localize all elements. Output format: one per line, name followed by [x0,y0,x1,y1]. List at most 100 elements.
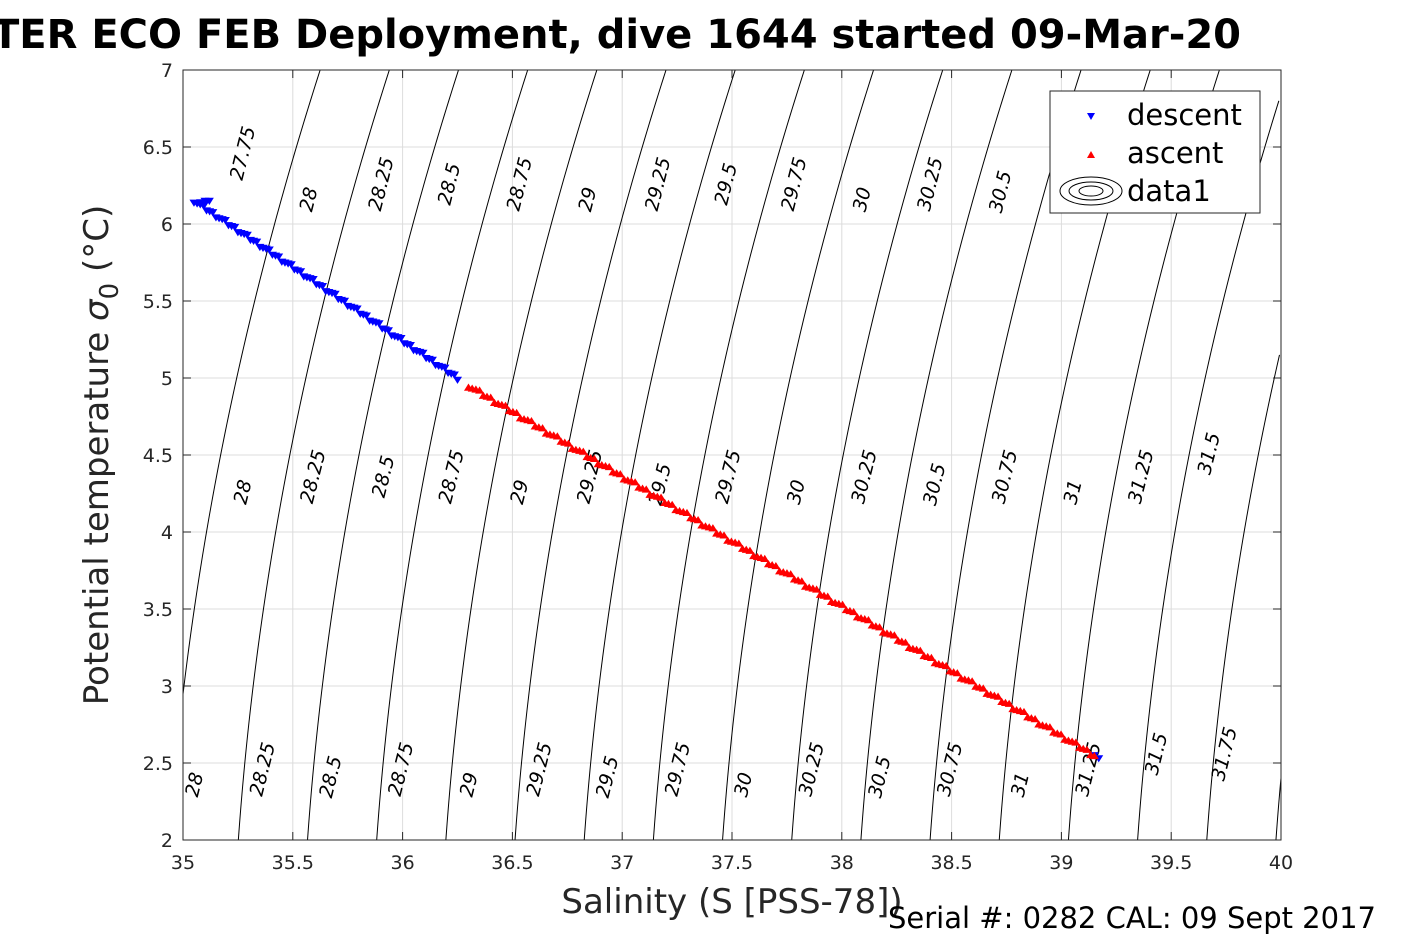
ascent-point [563,439,573,447]
descent-point [264,246,274,254]
ascent-point [926,653,936,661]
ascent-point [941,661,951,670]
y-axis-label: Potential temperature σ0 (°C) [77,205,125,705]
ascent-point [682,508,692,517]
y-axis-label-sigma: σ [77,298,117,321]
ascent-point [915,646,925,654]
legend-box [1049,90,1261,214]
ascent-point [719,531,729,539]
contour-line-31-25 [1137,100,1280,841]
descent-point [242,231,252,239]
descent-point [405,341,415,350]
ascent-point [1071,738,1081,746]
descent-point [208,209,218,217]
descent-point [374,320,384,328]
y-axis-label-unit: (°C) [77,205,117,283]
descent-point [396,335,406,343]
legend-descent-label: descent [1127,98,1242,132]
ascent-point [589,454,599,462]
contour-line-29-5 [652,69,805,841]
contour-line-30-25 [860,69,1013,841]
ascent-point [538,424,548,432]
ascent-point [667,500,677,508]
ascent-point [875,623,885,631]
descent-point [352,305,362,313]
legend-data1-label: data1 [1127,174,1211,208]
ascent-point [1030,715,1040,723]
data-points [189,197,1104,763]
contour-line-28-25 [307,69,459,841]
x-tick-label: 36 [391,852,415,874]
ascent-point [1082,745,1092,753]
x-tick-label: 35.5 [272,852,314,874]
ascent-point [501,401,511,409]
descent-point [453,376,462,384]
legend-ascent-label: ascent [1127,136,1223,170]
ascent-point [745,546,755,554]
y-tick-label: 7 [161,60,173,82]
y-tick-label: 6.5 [143,137,173,159]
ascent-point [967,677,977,685]
ascent-point [863,615,873,624]
ascent-point [475,386,485,394]
ascent-point [978,684,988,692]
descent-point [318,282,328,291]
y-axis-label-text: Potential temperature [77,321,117,705]
y-tick-label: 4 [161,522,173,544]
contour-line-29 [514,69,667,841]
descent-point [427,356,437,364]
ascent-point [993,692,1003,700]
x-tick-label: 40 [1269,852,1293,874]
ascent-point [734,539,744,547]
serial-cal-footer: Serial #: 0282 CAL: 09 Sept 2017 [888,901,1376,935]
ascent-point [1045,723,1055,731]
x-tick-label: 36.5 [491,852,533,874]
axis-ticks: 35 35.5 36 36.5 37 37.5 38 38.5 39 39.5 40 2 2.5 3 3.5… [143,60,1293,874]
contour-line-29-25 [583,69,736,841]
y-axis-label-subscript: 0 [95,283,125,300]
descent-point [308,276,318,284]
ascent-point [760,554,770,562]
descent-point [274,253,284,261]
legend: descent ascent data1 [1049,90,1261,214]
ascent-point [1056,730,1066,738]
legend-ascent-marker [1087,151,1095,158]
y-tick-label: 3.5 [143,599,173,621]
y-tick-label: 5 [161,368,173,390]
ascent-point [823,592,833,600]
ascent-point [838,600,848,608]
descent-point [362,312,372,320]
descent-point [296,268,306,276]
descent-point [449,371,459,379]
descent-point [330,290,340,298]
x-axis-label: Salinity (S [PSS-78]) [561,882,902,922]
ascent-point [708,524,718,532]
ascent-point [786,570,796,578]
contour-line-27-75 [182,69,321,694]
descent-point [204,197,214,205]
ascent-point [771,561,781,570]
ascent-point [526,416,536,425]
ascent-point [797,577,807,585]
contour-line-31-5 [1206,354,1280,841]
y-tick-label: 6 [161,214,173,236]
descent-point [230,223,240,232]
ascent-point [849,607,859,616]
ascent-point [486,393,496,401]
descent-point [340,297,350,305]
legend-data1-marker [1059,176,1123,206]
y-tick-label: 2 [161,830,173,852]
ascent-point [889,631,899,639]
contour-line-29-75 [722,69,875,841]
x-tick-label: 38.5 [930,852,972,874]
contour-line-28 [237,69,390,841]
descent-point [252,238,262,246]
ascent-point [952,669,962,677]
descent-point [418,349,428,358]
contour-line-30-5 [929,69,1082,841]
descent-point [220,216,230,225]
ascent-point [615,470,625,478]
descent-point [286,261,296,269]
y-tick-label: 4.5 [143,445,173,467]
contour-line-28-75 [445,69,598,841]
